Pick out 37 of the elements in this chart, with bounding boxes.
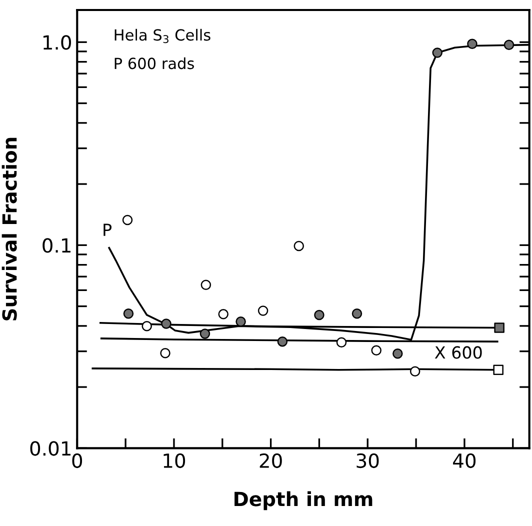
y-tick-label: 0.1 <box>42 238 70 253</box>
x-tick-label: 20 <box>260 453 282 468</box>
point <box>200 280 212 290</box>
x-tick-label: 0 <box>72 453 82 468</box>
y-axis-title: Survival Fraction <box>2 138 17 320</box>
point <box>161 318 172 329</box>
annotation: Hela S$_{3}$ Cells <box>114 28 210 44</box>
point <box>314 310 324 320</box>
point <box>122 214 133 226</box>
x-tick-label: 40 <box>453 453 476 468</box>
point <box>467 38 478 50</box>
x-axis-title: Depth in mm <box>234 491 372 510</box>
y-tick-label: 1.0 <box>43 35 71 50</box>
point <box>123 308 134 319</box>
point <box>236 316 246 327</box>
point <box>504 40 514 50</box>
annotation: P <box>104 224 112 236</box>
y-tick-label: 0.01 <box>30 441 70 456</box>
point <box>336 337 347 348</box>
point <box>277 336 288 347</box>
point <box>410 366 420 376</box>
point <box>494 322 504 333</box>
point <box>294 240 304 252</box>
point <box>218 309 228 320</box>
point <box>493 364 504 375</box>
point <box>142 321 152 332</box>
point <box>160 348 170 358</box>
point <box>432 48 442 58</box>
annotation: P 600 rads <box>114 57 194 70</box>
point <box>371 345 382 356</box>
x-tick-label: 10 <box>164 453 186 468</box>
point <box>200 328 210 339</box>
annotation: X 600 <box>434 346 482 359</box>
point <box>258 306 268 316</box>
point <box>352 308 362 319</box>
x-tick-label: 30 <box>356 453 379 468</box>
point <box>392 348 403 359</box>
